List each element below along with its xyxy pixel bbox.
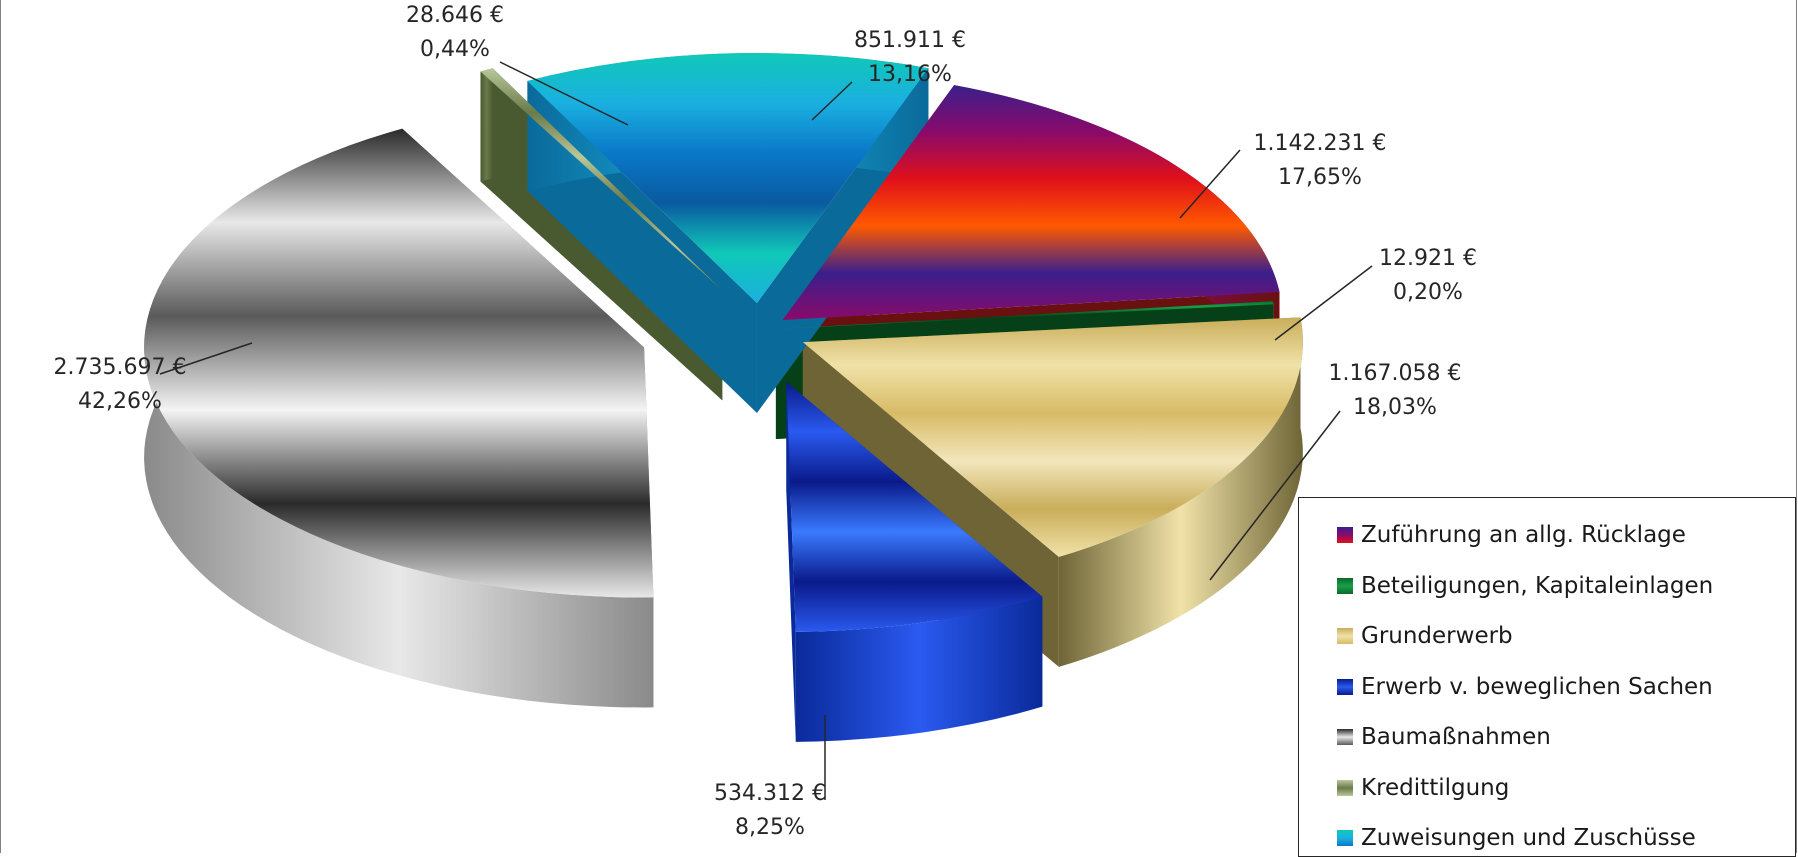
leader-line [159, 342, 253, 375]
slice-wall [786, 381, 796, 742]
pie-slice [775, 301, 1274, 330]
legend-label: Kredittilgung [1361, 774, 1510, 801]
legend-item: Erwerb v. beweglichen Sachen [1337, 672, 1713, 702]
legend-swatch [1337, 830, 1353, 846]
legend-swatch [1337, 729, 1353, 745]
legend-label: Grunderwerb [1361, 623, 1513, 649]
legend-item: Zuführung an allg. Rücklage [1337, 520, 1686, 550]
legend-item: Baumaßnahmen [1337, 722, 1551, 752]
pie-slice [144, 128, 654, 598]
legend-label: Erwerb v. beweglichen Sachen [1361, 673, 1713, 700]
legend-label: Baumaßnahmen [1361, 724, 1551, 750]
slice-side [480, 68, 493, 182]
pie-tops [144, 53, 1303, 632]
data-label-value: 1.167.058 € [1329, 361, 1462, 386]
data-label-percent: 13,16% [868, 62, 952, 87]
leader-line [1274, 265, 1373, 341]
pie-slice [782, 85, 1280, 320]
legend-swatch [1337, 779, 1353, 796]
leader-line [1179, 149, 1241, 219]
leader-line [811, 81, 853, 121]
pie-slice [802, 317, 1303, 557]
legend-swatch [1337, 527, 1353, 543]
legend-swatch [1337, 577, 1353, 594]
leader-lines [159, 61, 1373, 800]
legend: Zuführung an allg. Rücklage Beteiligungen… [1298, 497, 1796, 857]
data-label-percent: 42,26% [78, 389, 162, 414]
data-labels: 1.142.231 € 17,65% 12.921 € 0,20% 1.167.058 … [54, 3, 1477, 840]
pie-slice [527, 53, 929, 304]
data-label-value: 1.142.231 € [1254, 131, 1387, 156]
data-label-percent: 17,65% [1278, 165, 1362, 190]
data-label-value: 851.911 € [854, 28, 966, 53]
pie-slice [786, 381, 1043, 632]
legend-item: Beteiligungen, Kapitaleinlagen [1337, 571, 1713, 601]
data-label-value: 12.921 € [1379, 246, 1477, 271]
legend-item: Grunderwerb [1337, 621, 1513, 651]
data-label-value: 534.312 € [714, 781, 826, 806]
data-label-percent: 0,44% [420, 37, 490, 62]
data-label-percent: 8,25% [735, 815, 805, 840]
data-label-percent: 0,20% [1393, 280, 1463, 305]
slice-side [795, 596, 1043, 742]
legend-swatch [1337, 678, 1353, 695]
legend-label: Zuweisungen und Zuschüsse [1361, 825, 1696, 851]
pie-slice [480, 68, 723, 291]
leader-line [1209, 410, 1341, 581]
slice-side [1058, 317, 1303, 667]
data-label-value: 2.735.697 € [54, 355, 187, 380]
legend-label: Beteiligungen, Kapitaleinlagen [1361, 572, 1714, 599]
data-label-percent: 18,03% [1353, 395, 1437, 420]
legend-item: Zuweisungen und Zuschüsse [1337, 823, 1696, 853]
data-label-value: 28.646 € [406, 3, 504, 28]
leader-line [499, 61, 629, 126]
legend-swatch [1337, 628, 1353, 644]
legend-item: Kredittilgung [1337, 773, 1509, 803]
legend-label: Zuführung an allg. Rücklage [1361, 522, 1686, 548]
